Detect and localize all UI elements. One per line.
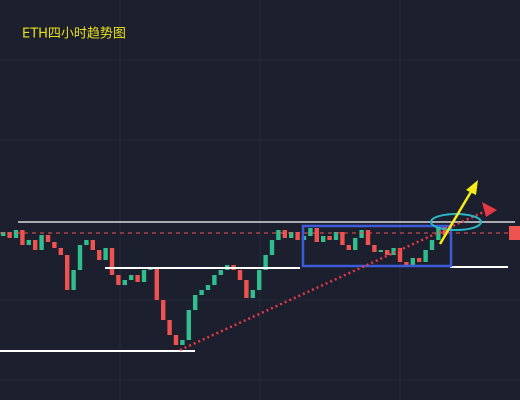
candle-body <box>359 230 364 238</box>
candle-body <box>58 248 63 255</box>
candle-body <box>237 270 243 280</box>
candle-body <box>321 236 326 242</box>
candle-body <box>116 275 121 285</box>
candle-body <box>26 240 31 245</box>
candle-body <box>269 240 275 255</box>
candle-body <box>340 232 345 245</box>
candle-body <box>423 250 428 262</box>
trend-arrow <box>482 202 497 217</box>
candle-body <box>193 295 198 310</box>
candle-body <box>90 240 95 250</box>
candle-body <box>77 245 83 270</box>
price-tag <box>509 226 520 240</box>
candle-body <box>212 275 217 285</box>
candle-body <box>205 285 211 290</box>
candle-body <box>154 268 159 300</box>
candle-body <box>314 228 319 242</box>
candle-body <box>103 248 108 260</box>
candle-body <box>1 232 6 236</box>
candle-body <box>372 245 377 252</box>
candle-body <box>71 270 76 290</box>
candle-body <box>346 245 351 250</box>
candle-body <box>33 240 38 250</box>
breakout-arrow <box>438 189 474 245</box>
candle-body <box>97 250 102 260</box>
candle-body <box>161 300 166 320</box>
candle-body <box>250 290 255 298</box>
candle-body <box>404 262 409 265</box>
candle-body <box>122 280 127 285</box>
candle-body <box>327 236 332 240</box>
annotations <box>0 180 520 352</box>
candle-body <box>109 248 115 275</box>
candle-body <box>333 232 339 240</box>
candles <box>1 225 447 345</box>
candle-body <box>173 335 179 345</box>
candle-body <box>391 248 396 255</box>
candle-body <box>45 235 51 242</box>
candle-body <box>65 255 70 290</box>
candle-body <box>39 235 44 250</box>
candle-body <box>308 228 313 236</box>
candle-body <box>257 270 262 290</box>
candle-body <box>84 240 89 245</box>
candle-body <box>436 225 441 240</box>
candle-body <box>244 280 249 298</box>
candle-body <box>282 230 287 238</box>
candle-body <box>141 270 147 282</box>
candle-body <box>410 258 415 265</box>
breakout-circle <box>430 213 482 231</box>
candle-body <box>218 270 223 275</box>
candle-body <box>199 290 204 295</box>
candle-body <box>378 250 383 252</box>
candle-body <box>397 248 403 262</box>
candle-body <box>365 230 371 245</box>
candle-body <box>13 230 19 238</box>
candle-body <box>186 310 191 340</box>
breakout-arrowhead <box>466 180 478 195</box>
candle-body <box>353 238 358 250</box>
candle-body <box>167 320 172 335</box>
candle-body <box>180 340 185 345</box>
candle-body <box>263 255 268 270</box>
range-box <box>301 224 453 268</box>
candle-body <box>417 258 422 262</box>
candle-body <box>20 230 25 245</box>
candle-body <box>135 275 140 282</box>
candle-body <box>289 232 294 238</box>
trend-line <box>179 208 489 352</box>
candle-body <box>385 250 390 255</box>
candle-body <box>276 230 281 240</box>
candle-body <box>52 242 57 248</box>
candle-body <box>7 232 12 238</box>
chart-title: ETH四小时趋势图 <box>22 26 126 42</box>
candle-body <box>129 275 134 280</box>
candle-body <box>429 240 435 250</box>
candle-body <box>295 232 300 240</box>
